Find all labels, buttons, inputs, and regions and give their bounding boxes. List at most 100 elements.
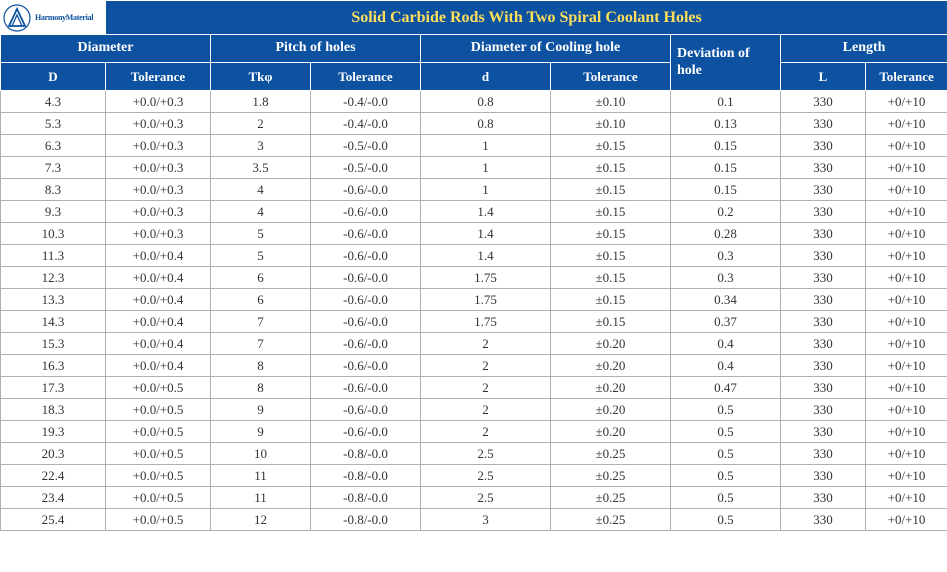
cell-Dtol: +0.0/+0.4 (106, 355, 211, 377)
cell-D: 17.3 (1, 377, 106, 399)
cell-L: 330 (781, 91, 866, 113)
specs-table: HarmonyMaterial Solid Carbide Rods With … (0, 0, 947, 531)
cell-D: 25.4 (1, 509, 106, 531)
cell-d: 3 (421, 509, 551, 531)
cell-Dtol: +0.0/+0.5 (106, 465, 211, 487)
cell-L: 330 (781, 267, 866, 289)
cell-dtol: ±0.15 (551, 289, 671, 311)
cell-Tk: 8 (211, 355, 311, 377)
cell-D: 19.3 (1, 421, 106, 443)
cell-Tktol: -0.6/-0.0 (311, 311, 421, 333)
cell-Tktol: -0.5/-0.0 (311, 135, 421, 157)
cell-dev: 0.47 (671, 377, 781, 399)
cell-L: 330 (781, 113, 866, 135)
cell-dev: 0.5 (671, 509, 781, 531)
table-container: HarmonyMaterial Solid Carbide Rods With … (0, 0, 947, 531)
cell-D: 6.3 (1, 135, 106, 157)
cell-dev: 0.5 (671, 465, 781, 487)
cell-Tktol: -0.8/-0.0 (311, 509, 421, 531)
cell-dev: 0.5 (671, 399, 781, 421)
cell-Dtol: +0.0/+0.3 (106, 179, 211, 201)
cell-d: 2 (421, 399, 551, 421)
cell-Ltol: +0/+10 (866, 179, 947, 201)
cell-dev: 0.13 (671, 113, 781, 135)
cell-D: 4.3 (1, 91, 106, 113)
table-row: 6.3+0.0/+0.33-0.5/-0.01±0.150.15330+0/+1… (1, 135, 947, 157)
cell-Dtol: +0.0/+0.4 (106, 245, 211, 267)
cell-Ltol: +0/+10 (866, 377, 947, 399)
cell-Ltol: +0/+10 (866, 289, 947, 311)
cell-d: 1.4 (421, 223, 551, 245)
cell-L: 330 (781, 355, 866, 377)
cell-dtol: ±0.10 (551, 91, 671, 113)
cell-dev: 0.3 (671, 245, 781, 267)
cell-dev: 0.4 (671, 333, 781, 355)
cell-L: 330 (781, 157, 866, 179)
cell-D: 13.3 (1, 289, 106, 311)
cell-Dtol: +0.0/+0.4 (106, 267, 211, 289)
cell-Tk: 9 (211, 421, 311, 443)
table-row: 7.3+0.0/+0.33.5-0.5/-0.01±0.150.15330+0/… (1, 157, 947, 179)
cell-Tktol: -0.6/-0.0 (311, 377, 421, 399)
cell-dtol: ±0.20 (551, 355, 671, 377)
logo-cell: HarmonyMaterial (1, 1, 106, 35)
cell-Dtol: +0.0/+0.5 (106, 443, 211, 465)
cell-Ltol: +0/+10 (866, 421, 947, 443)
cell-Tktol: -0.5/-0.0 (311, 157, 421, 179)
cell-Ltol: +0/+10 (866, 267, 947, 289)
cell-dtol: ±0.20 (551, 377, 671, 399)
cell-dev: 0.5 (671, 487, 781, 509)
cell-Tk: 9 (211, 399, 311, 421)
cell-Tktol: -0.4/-0.0 (311, 113, 421, 135)
cell-Tktol: -0.8/-0.0 (311, 465, 421, 487)
cell-Tk: 12 (211, 509, 311, 531)
cell-Tktol: -0.8/-0.0 (311, 487, 421, 509)
cell-d: 2 (421, 377, 551, 399)
cell-D: 16.3 (1, 355, 106, 377)
cell-Dtol: +0.0/+0.4 (106, 289, 211, 311)
cell-Tk: 3.5 (211, 157, 311, 179)
table-title: Solid Carbide Rods With Two Spiral Coola… (106, 1, 947, 35)
table-body: 4.3+0.0/+0.31.8-0.4/-0.00.8±0.100.1330+0… (1, 91, 947, 531)
cell-dtol: ±0.15 (551, 311, 671, 333)
table-row: 18.3+0.0/+0.59-0.6/-0.02±0.200.5330+0/+1… (1, 399, 947, 421)
cell-L: 330 (781, 289, 866, 311)
cell-dev: 0.2 (671, 201, 781, 223)
cell-dtol: ±0.20 (551, 333, 671, 355)
cell-Dtol: +0.0/+0.3 (106, 157, 211, 179)
cell-L: 330 (781, 223, 866, 245)
cell-Ltol: +0/+10 (866, 201, 947, 223)
cell-Dtol: +0.0/+0.5 (106, 487, 211, 509)
cell-Ltol: +0/+10 (866, 443, 947, 465)
cell-Dtol: +0.0/+0.3 (106, 223, 211, 245)
cell-dtol: ±0.15 (551, 223, 671, 245)
cell-L: 330 (781, 377, 866, 399)
cell-dev: 0.5 (671, 443, 781, 465)
cell-Ltol: +0/+10 (866, 135, 947, 157)
cell-d: 1.75 (421, 267, 551, 289)
cell-L: 330 (781, 311, 866, 333)
cell-Tk: 5 (211, 223, 311, 245)
header-row: Diameter Pitch of holes Diameter of Cool… (1, 35, 947, 63)
table-row: 4.3+0.0/+0.31.8-0.4/-0.00.8±0.100.1330+0… (1, 91, 947, 113)
cell-Tk: 11 (211, 487, 311, 509)
cell-Dtol: +0.0/+0.3 (106, 201, 211, 223)
cell-d: 2.5 (421, 465, 551, 487)
cell-Tk: 6 (211, 289, 311, 311)
table-row: 8.3+0.0/+0.34-0.6/-0.01±0.150.15330+0/+1… (1, 179, 947, 201)
table-row: 20.3+0.0/+0.510-0.8/-0.02.5±0.250.5330+0… (1, 443, 947, 465)
cell-dev: 0.15 (671, 179, 781, 201)
subheader-Ltol: Tolerance (866, 63, 947, 91)
table-row: 13.3+0.0/+0.46-0.6/-0.01.75±0.150.34330+… (1, 289, 947, 311)
cell-Ltol: +0/+10 (866, 355, 947, 377)
cell-Tktol: -0.6/-0.0 (311, 333, 421, 355)
subheader-D: D (1, 63, 106, 91)
cell-D: 8.3 (1, 179, 106, 201)
table-row: 23.4+0.0/+0.511-0.8/-0.02.5±0.250.5330+0… (1, 487, 947, 509)
cell-d: 1 (421, 157, 551, 179)
cell-Ltol: +0/+10 (866, 223, 947, 245)
cell-L: 330 (781, 421, 866, 443)
title-row: HarmonyMaterial Solid Carbide Rods With … (1, 1, 947, 35)
cell-Ltol: +0/+10 (866, 465, 947, 487)
cell-dtol: ±0.10 (551, 113, 671, 135)
